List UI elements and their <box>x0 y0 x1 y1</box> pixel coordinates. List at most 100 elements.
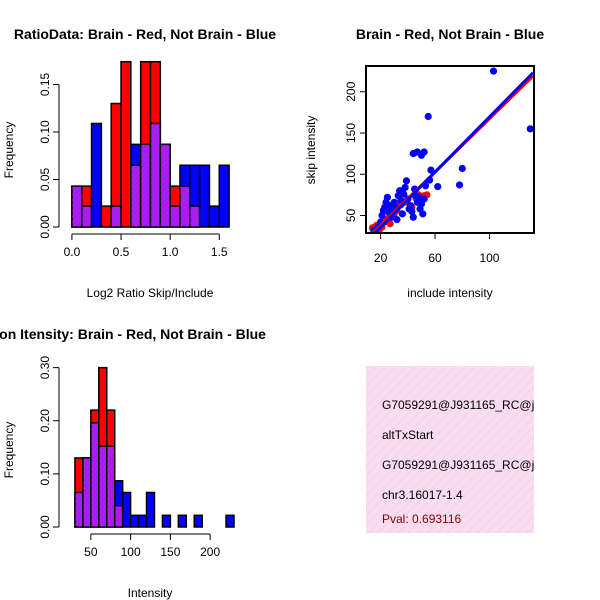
scatter-point-notbrain <box>398 210 406 218</box>
ratio-hist-y-tick-label: 0.10 <box>38 120 52 144</box>
exon-hist-bar-notbrain <box>145 491 156 528</box>
exon-hist-bar-overlap-hatch <box>82 457 91 527</box>
ratio-histogram-title: RatioData: Brain - Red, Not Brain - Blue <box>14 26 276 42</box>
ratio-hist-bar-notbrain <box>198 164 211 228</box>
scatter-axes: 20 60 100 50 100 150 200 <box>344 81 500 265</box>
scatter-point-notbrain <box>526 125 534 133</box>
ratio-hist-bar-overlap-hatch <box>140 144 151 227</box>
ratio-hist-bar-notbrain <box>218 164 230 228</box>
ratio-hist-bar-overlap-hatch <box>170 206 180 227</box>
exon-hist-y-tick-label: 0.20 <box>38 409 52 433</box>
ratio-hist-bar-overlap-hatch <box>81 206 92 227</box>
scatter-point-notbrain <box>455 181 464 189</box>
intensity-scatter-panel: Brain - Red, Not Brain - Blue 20 60 100 50 1… <box>304 26 544 300</box>
genomic-location-text: chr3.16017-1.4 <box>382 488 463 502</box>
ratio-histogram-bars <box>71 60 230 228</box>
exon-hist-bar-notbrain <box>129 514 140 528</box>
exon-histogram-bars <box>74 366 235 528</box>
exon-hist-bar-overlap-hatch <box>74 492 83 527</box>
scatter-point-notbrain <box>383 193 392 201</box>
scatter-point-notbrain <box>409 213 417 221</box>
exon-hist-x-tick-label: 50 <box>84 545 98 559</box>
exon-hist-bar-notbrain <box>121 491 132 528</box>
scatter-point-notbrain <box>489 67 498 75</box>
scatter-x-tick-label: 100 <box>479 251 499 265</box>
scatter-point-notbrain <box>401 183 409 192</box>
scatter-point-notbrain <box>434 183 442 191</box>
exon-histogram-xlabel: Intensity <box>128 586 173 600</box>
scatter-frame <box>365 65 535 234</box>
exon-hist-bar-overlap-hatch <box>90 422 99 527</box>
scatter-point-brain <box>386 220 394 228</box>
exon-hist-bar-notbrain <box>225 514 235 528</box>
scatter-point-notbrain <box>458 164 466 173</box>
exon-histogram-title: Exon Itensity: Brain - Red, Not Brain - … <box>0 326 266 342</box>
exon-hist-bar-overlap-hatch <box>98 446 107 527</box>
ratio-hist-bar-overlap-hatch <box>150 123 161 227</box>
scatter-point-notbrain <box>408 207 416 215</box>
scatter-point-notbrain <box>402 177 411 185</box>
exon-intensity-histogram-panel: Exon Itensity: Brain - Red, Not Brain - … <box>0 326 266 600</box>
exon-hist-bar-overlap-hatch <box>106 446 115 527</box>
info-panel-background <box>366 366 534 533</box>
scatter-point-notbrain <box>427 166 435 174</box>
scatter-x-tick-label: 20 <box>374 251 388 265</box>
ratio-hist-bar-overlap-hatch <box>71 186 82 227</box>
ratio-hist-bar-overlap-hatch <box>130 165 141 227</box>
exon-hist-bar-overlap-hatch <box>114 505 123 527</box>
scatter-point-notbrain <box>419 210 427 218</box>
probe-info-panel: G7059291@J931165_RC@j_at altTxStart G705… <box>366 366 552 533</box>
scatter-plot-area <box>368 67 534 233</box>
ratio-histogram-xlabel: Log2 Ratio Skip/Include <box>87 286 214 300</box>
pvalue-text: Pval: 0.693116 <box>382 512 461 526</box>
exon-hist-y-tick-label: 0.30 <box>38 356 52 380</box>
exon-hist-x-tick-label: 100 <box>121 545 141 559</box>
scatter-point-notbrain <box>424 112 432 121</box>
ratio-hist-x-tick-label: 1.0 <box>162 245 179 259</box>
ratio-hist-bar-overlap-hatch <box>111 206 122 227</box>
scatter-point-notbrain <box>420 148 428 156</box>
ratio-histogram-ylabel: Frequency <box>2 122 16 179</box>
probe-id-text: G7059291@J931165_RC@j_at <box>382 398 552 412</box>
exon-hist-y-tick-label: 0.10 <box>38 462 52 486</box>
scatter-xlabel: include intensity <box>407 286 492 300</box>
ratio-hist-bar-notbrain <box>90 122 103 228</box>
ratio-hist-bar-brain <box>120 60 132 228</box>
event-type-text: altTxStart <box>382 428 434 442</box>
ratio-hist-x-tick-label: 1.5 <box>211 245 228 259</box>
ratio-histogram-panel: RatioData: Brain - Red, Not Brain - Blue… <box>2 26 276 300</box>
exon-hist-x-tick-label: 200 <box>200 545 220 559</box>
scatter-y-tick-label: 50 <box>344 209 358 223</box>
probe-id-repeat-text: G7059291@J931165_RC@j_at <box>382 458 552 472</box>
scatter-point-notbrain <box>393 216 401 224</box>
ratio-hist-x-tick-label: 0.5 <box>113 245 130 259</box>
exon-histogram-ylabel: Frequency <box>2 422 16 479</box>
scatter-point-notbrain <box>406 202 415 210</box>
scatter-fit-line-notbrain <box>372 71 534 233</box>
ratio-hist-y-tick-label: 0.00 <box>38 215 52 239</box>
ratio-hist-bar-notbrain <box>208 205 221 228</box>
ratio-hist-y-tick-label: 0.15 <box>38 72 52 96</box>
ratio-hist-bar-overlap-hatch <box>189 206 200 227</box>
exon-hist-x-tick-label: 150 <box>160 545 180 559</box>
scatter-title: Brain - Red, Not Brain - Blue <box>356 26 544 42</box>
exon-hist-y-tick-label: 0.00 <box>38 515 52 539</box>
exon-hist-bar-notbrain <box>137 514 148 528</box>
ratio-hist-bar-overlap-hatch <box>179 186 190 227</box>
scatter-y-tick-label: 100 <box>344 164 358 184</box>
exon-hist-bar-notbrain <box>193 514 203 528</box>
exon-hist-bar-notbrain <box>177 514 188 528</box>
ratio-histogram-axes: 0.0 0.5 1.0 1.5 0.00 0.05 0.10 0.15 <box>38 72 228 259</box>
ratio-hist-bar-brain <box>100 205 112 228</box>
ratio-hist-y-tick-label: 0.05 <box>38 167 52 191</box>
exon-histogram-axes: 50 100 150 200 0.00 0.10 0.20 0.30 <box>38 356 220 559</box>
exon-hist-bar-notbrain <box>161 514 172 528</box>
scatter-point-notbrain <box>420 195 428 203</box>
scatter-point-notbrain <box>400 190 408 198</box>
ratio-hist-x-tick-label: 0.0 <box>64 245 81 259</box>
ratio-hist-bar-overlap-hatch <box>160 144 171 227</box>
scatter-y-tick-label: 150 <box>344 123 358 143</box>
scatter-x-tick-label: 60 <box>428 251 442 265</box>
scatter-ylabel: skip intensity <box>304 116 318 185</box>
